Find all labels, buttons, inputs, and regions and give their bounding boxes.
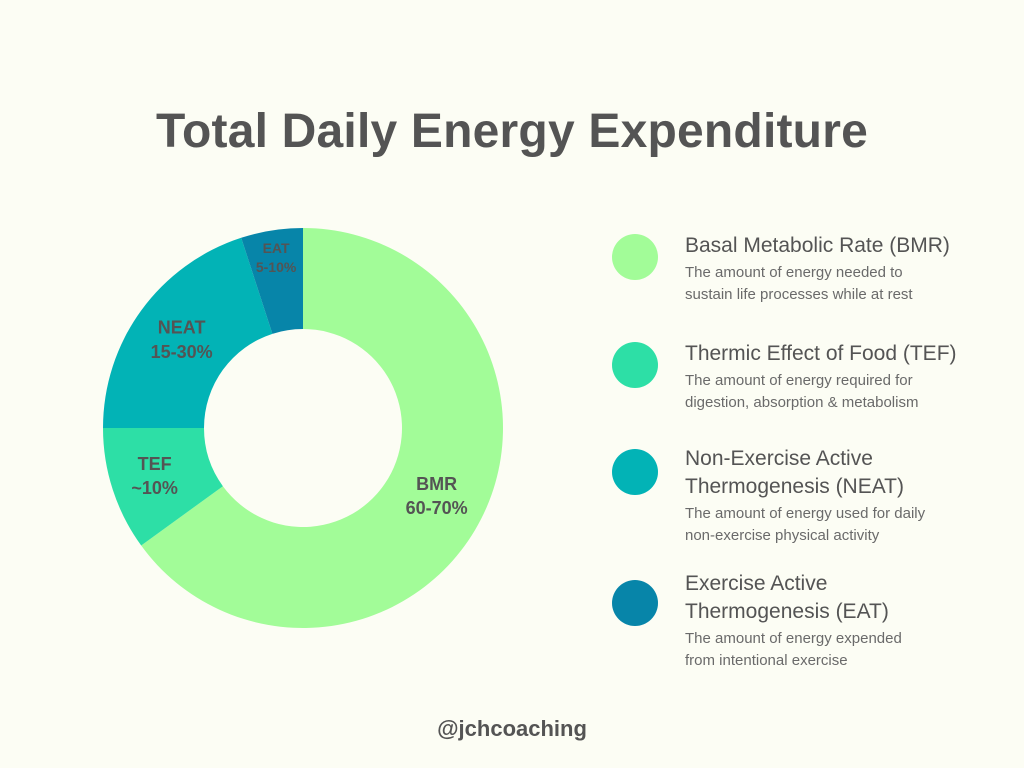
donut-slice-labels: BMR 60-70% TEF ~10% NEAT 15-30% EAT 5-10% [131, 240, 467, 518]
slice-label-name-bmr: BMR [416, 474, 457, 494]
slice-label-name-eat: EAT [263, 240, 290, 256]
legend-swatch-tef [612, 342, 658, 388]
legend-title-eat-line-1: Exercise Active [685, 572, 828, 595]
footer-handle: @jchcoaching [437, 716, 587, 741]
donut-slice-tef [103, 428, 223, 546]
legend-title-neat-line-2: Thermogenesis (NEAT) [685, 475, 905, 498]
legend-description-line: sustain life processes while at rest [685, 286, 913, 303]
slice-label-name-neat: NEAT [158, 318, 206, 338]
legend-text-tef: Thermic Effect of Food (TEF) The amount … [685, 340, 1005, 414]
legend-text-bmr: Basal Metabolic Rate (BMR) The amount of… [685, 232, 1005, 306]
legend-text-eat: Exercise Active Thermogenesis (EAT) The … [685, 570, 1005, 672]
slice-label-value-neat: 15-30% [151, 342, 213, 362]
legend-swatch-neat [612, 449, 658, 495]
legend-description-line: from intentional exercise [685, 652, 848, 669]
legend-text-neat: Non-Exercise Active Thermogenesis (NEAT)… [685, 445, 1005, 547]
slice-label-value-eat: 5-10% [256, 259, 297, 275]
legend-description-line: The amount of energy required for [685, 372, 913, 389]
slice-label-value-tef: ~10% [131, 478, 178, 498]
legend-description-line: The amount of energy needed to [685, 264, 903, 281]
legend-description-line: non-exercise physical activity [685, 527, 880, 544]
donut-slice-eat [241, 228, 303, 334]
legend-description-line: The amount of energy used for daily [685, 505, 926, 522]
legend-swatch-eat [612, 580, 658, 626]
legend-swatch-bmr [612, 234, 658, 280]
legend-description-bmr: The amount of energy needed to sustain l… [685, 262, 1005, 306]
slice-label-name-tef: TEF [138, 454, 172, 474]
page-title: Total Daily Energy Expenditure [156, 105, 868, 158]
legend-title-bmr: Basal Metabolic Rate (BMR) [685, 234, 950, 257]
legend-description-line: digestion, absorption & metabolism [685, 394, 919, 411]
donut-slice-bmr [141, 228, 503, 628]
legend-description-eat: The amount of energy expended from inten… [685, 628, 1005, 672]
donut-slices [103, 228, 503, 628]
legend-description-tef: The amount of energy required for digest… [685, 370, 1005, 414]
legend-title-neat-line-1: Non-Exercise Active [685, 447, 873, 470]
legend-title-tef: Thermic Effect of Food (TEF) [685, 342, 957, 365]
donut-slice-neat [103, 237, 273, 428]
legend-description-neat: The amount of energy used for daily non-… [685, 503, 1005, 547]
legend-description-line: The amount of energy expended [685, 630, 902, 647]
slice-label-value-bmr: 60-70% [406, 498, 468, 518]
legend-title-eat-line-2: Thermogenesis (EAT) [685, 600, 889, 623]
